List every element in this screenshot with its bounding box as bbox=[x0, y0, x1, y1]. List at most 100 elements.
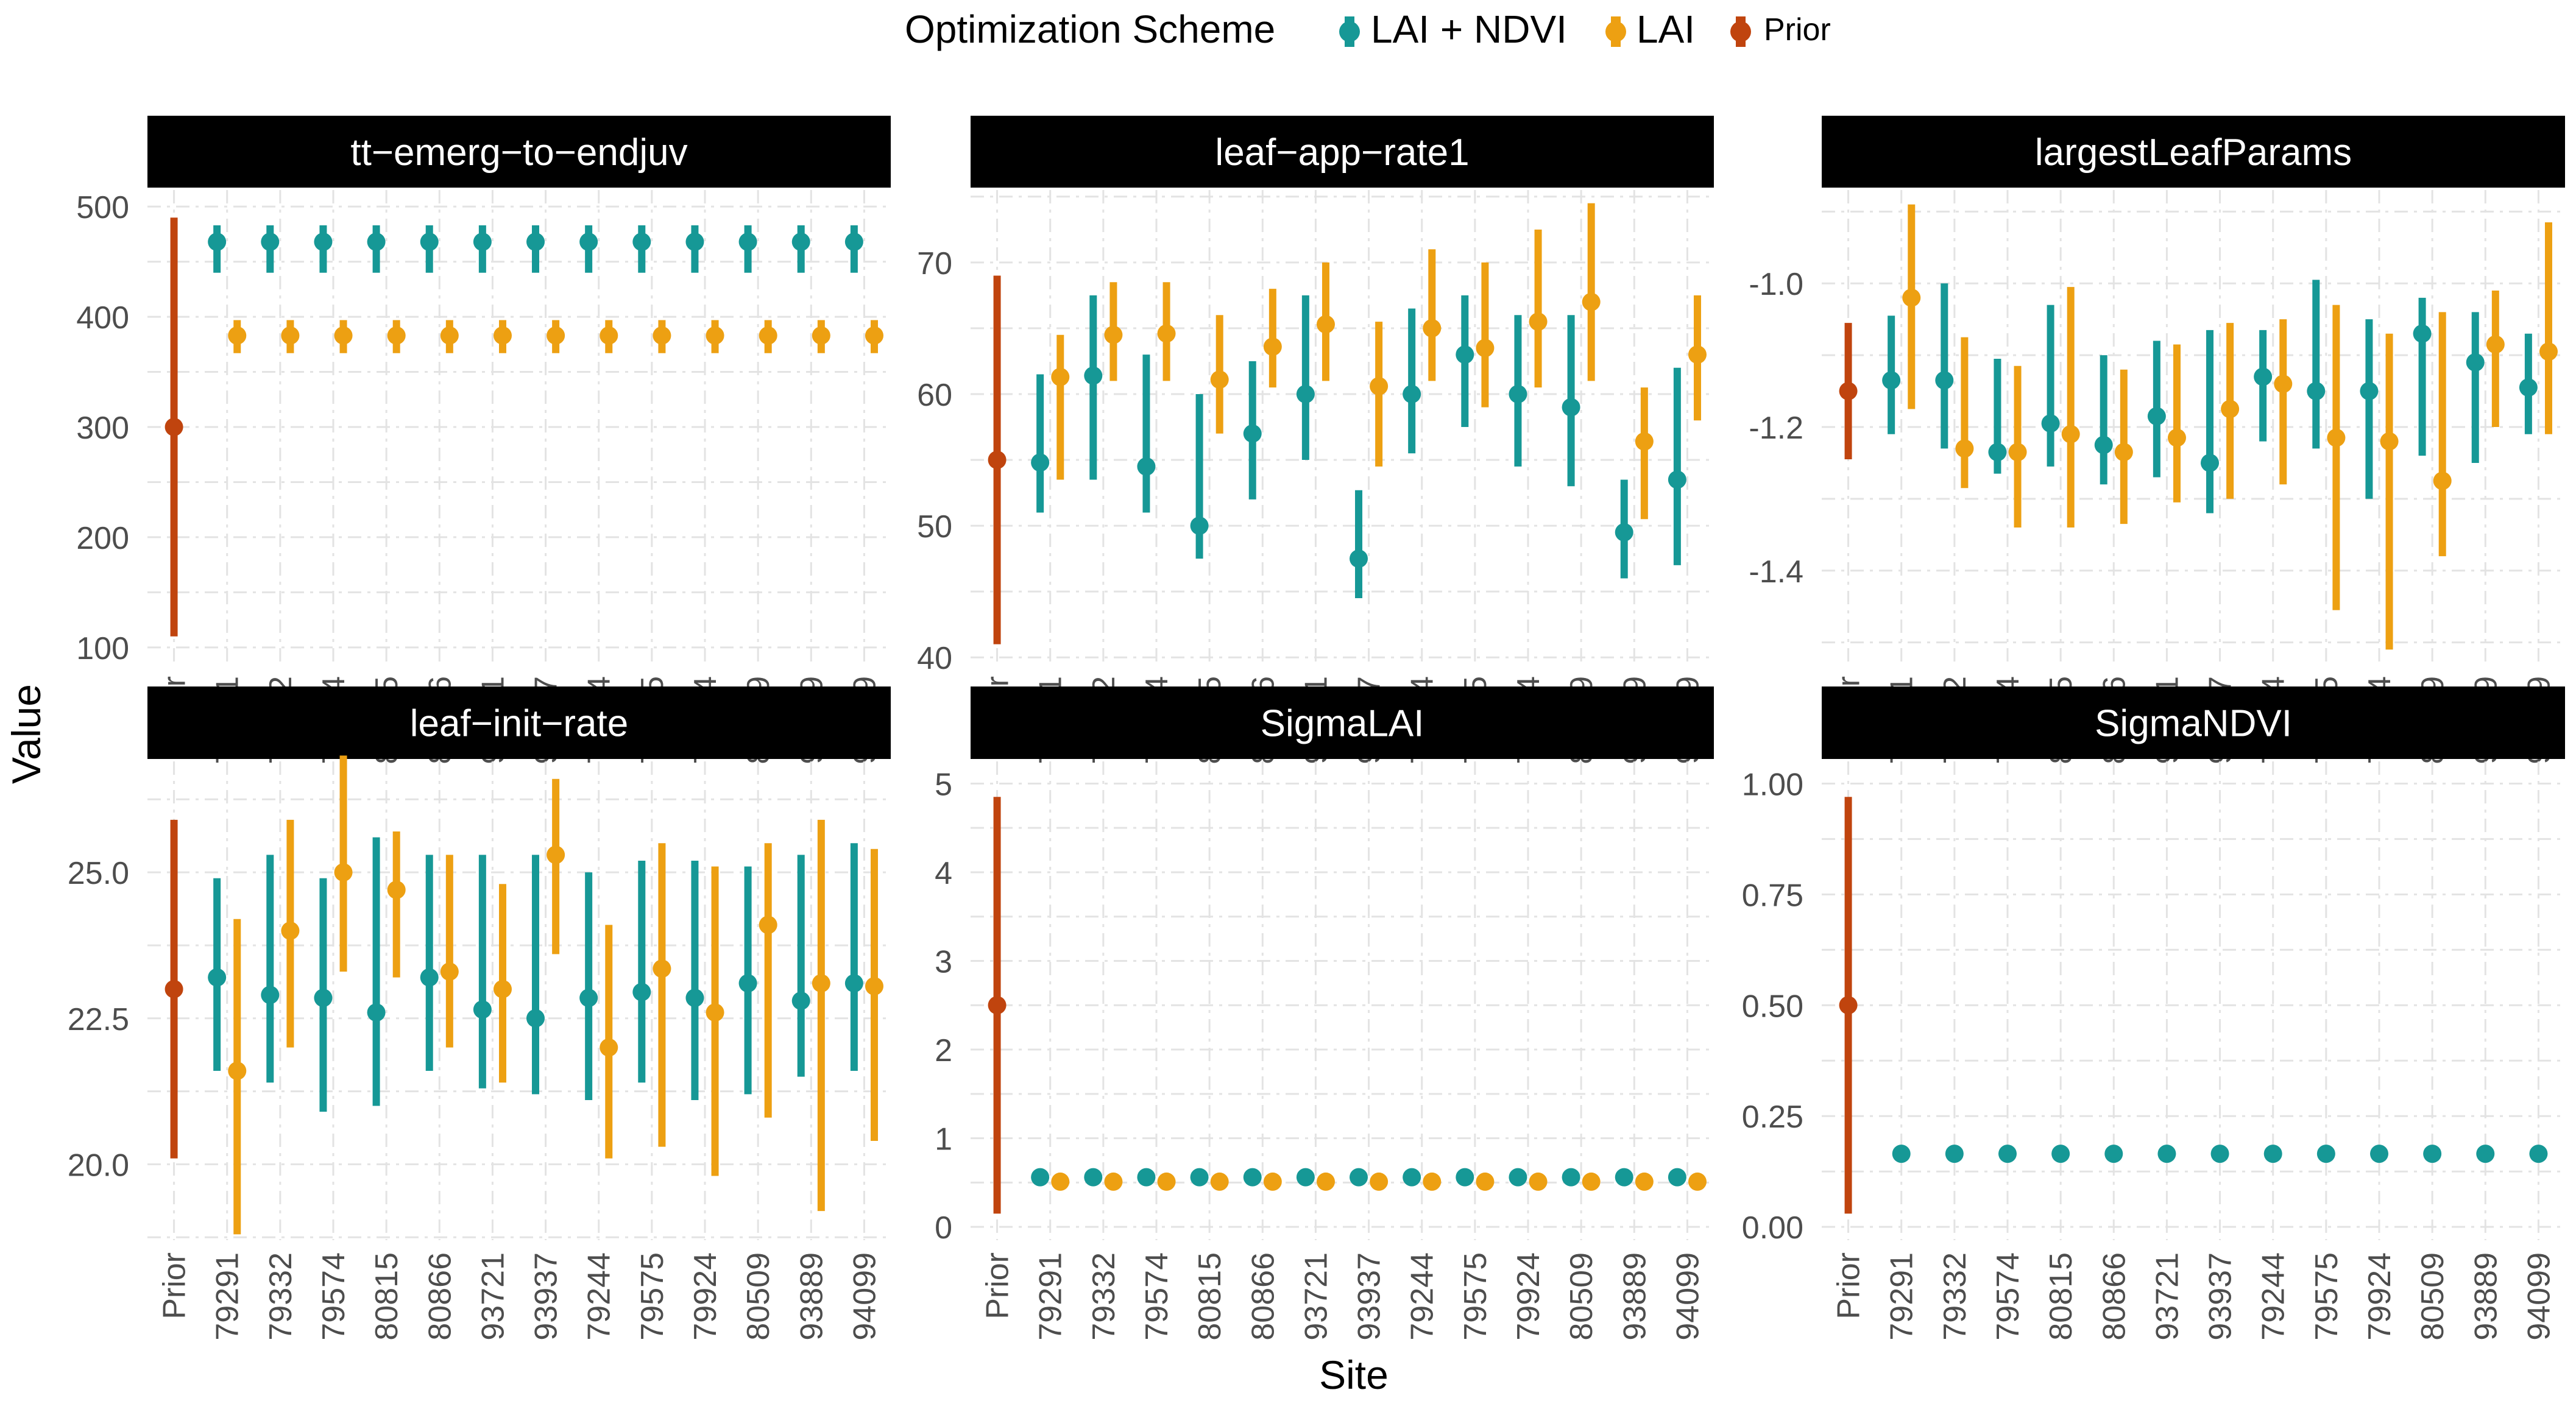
lai-point bbox=[1210, 1172, 1229, 1191]
lai-point bbox=[547, 845, 565, 864]
lai-point bbox=[812, 326, 830, 345]
lai-point bbox=[2274, 375, 2293, 393]
facet-title: SigmaNDVI bbox=[2095, 703, 2292, 745]
prior-point bbox=[988, 996, 1007, 1015]
lai-point bbox=[334, 863, 353, 882]
lai-ndvi-point bbox=[367, 1003, 386, 1022]
x-tick-label: 80866 bbox=[422, 1252, 458, 1341]
x-tick-label: 80866 bbox=[1245, 1252, 1281, 1341]
lai-point bbox=[1104, 1172, 1123, 1191]
x-tick-label: 93889 bbox=[2468, 1252, 2503, 1341]
prior-point bbox=[165, 979, 183, 998]
x-tick-label: 79924 bbox=[1511, 1252, 1546, 1341]
lai-point bbox=[281, 921, 300, 940]
x-tick-label: 80815 bbox=[2043, 1252, 2079, 1341]
legend-key-lai bbox=[1605, 16, 1626, 47]
lai-point bbox=[1370, 377, 1389, 396]
panel-tt-emerg-to-endjuv: tt−emerg−to−endjuv100200300400500Prior79… bbox=[76, 116, 891, 764]
lai-ndvi-point bbox=[1243, 424, 1262, 443]
y-tick-label: 22.5 bbox=[68, 1002, 129, 1037]
prior-point bbox=[1839, 382, 1858, 401]
panels: tt−emerg−to−endjuv100200300400500Prior79… bbox=[68, 116, 2565, 1341]
lai-ndvi-point bbox=[1615, 1168, 1633, 1187]
y-tick-label: 100 bbox=[76, 631, 129, 666]
lai-point bbox=[1423, 1172, 1442, 1191]
lai-ndvi-point bbox=[1403, 1168, 1421, 1187]
lai-point bbox=[1157, 324, 1176, 343]
y-tick-label: 3 bbox=[935, 945, 952, 980]
lai-point bbox=[2114, 443, 2133, 462]
panel-leaf-init-rate: leaf−init−rate 20.0 22.5 25.0 Prior 79291 7933… bbox=[68, 686, 891, 1341]
lai-point bbox=[1316, 315, 1335, 334]
y-tick-label: 400 bbox=[76, 300, 129, 336]
lai-point bbox=[1263, 1172, 1282, 1191]
x-tick-label: 93721 bbox=[1298, 1252, 1334, 1341]
lai-point bbox=[493, 326, 512, 345]
y-tick-label: 200 bbox=[76, 521, 129, 556]
lai-ndvi-point bbox=[632, 983, 651, 1001]
y-tick-label: 1 bbox=[935, 1122, 952, 1157]
y-axis-title: Value bbox=[4, 684, 49, 784]
lai-ndvi-point bbox=[1935, 371, 1954, 390]
lai-ndvi-point bbox=[208, 233, 227, 252]
lai-ndvi-point bbox=[2413, 324, 2432, 343]
x-tick-label: 79332 bbox=[1937, 1252, 1973, 1341]
x-tick-label: 80815 bbox=[369, 1252, 405, 1341]
lai-ndvi-point bbox=[261, 986, 280, 1004]
y-tick-label: 60 bbox=[917, 378, 952, 413]
lai-point bbox=[1582, 292, 1601, 311]
lai-ndvi-point bbox=[526, 233, 545, 252]
x-tick-label: 94099 bbox=[2521, 1252, 2557, 1341]
lai-ndvi-point bbox=[632, 233, 651, 252]
lai-point bbox=[1582, 1172, 1601, 1191]
y-tick-label: 0.50 bbox=[1742, 989, 1803, 1024]
x-tick-label: 80509 bbox=[1564, 1252, 1599, 1341]
lai-ndvi-point bbox=[2370, 1145, 2388, 1163]
lai-ndvi-point bbox=[261, 233, 280, 252]
lai-ndvi-point bbox=[1892, 1145, 1911, 1163]
lai-point bbox=[387, 326, 406, 345]
lai-ndvi-point bbox=[1998, 1145, 2017, 1163]
facet-strip bbox=[147, 116, 891, 188]
x-tick-label: 94099 bbox=[847, 1252, 882, 1341]
x-tick-label: 79575 bbox=[2309, 1252, 2344, 1341]
lai-point bbox=[1688, 345, 1707, 364]
lai-ndvi-point bbox=[2041, 414, 2060, 433]
lai-ndvi-point bbox=[738, 974, 757, 993]
lai-point bbox=[281, 326, 300, 345]
panel-leaf-app-rate1: leaf−app−rate140506070Prior7929179332795… bbox=[917, 116, 1714, 764]
lai-ndvi-point bbox=[1084, 366, 1103, 385]
y-tick-label: 500 bbox=[76, 190, 129, 225]
lai-ndvi-point bbox=[1668, 470, 1686, 489]
lai-ndvi-point bbox=[791, 233, 810, 252]
x-axis-title: Site bbox=[1319, 1352, 1389, 1397]
y-tick-label: -1.2 bbox=[1749, 411, 1803, 446]
x-tick-label: 79332 bbox=[1086, 1252, 1122, 1341]
lai-ndvi-point bbox=[1562, 1168, 1580, 1187]
lai-ndvi-point bbox=[2476, 1145, 2495, 1163]
lai-ndvi-point bbox=[2104, 1145, 2123, 1163]
lai-ndvi-point bbox=[1562, 398, 1580, 417]
lai-ndvi-point bbox=[2147, 407, 2166, 426]
lai-point bbox=[2167, 428, 2186, 447]
x-tick-label: 79291 bbox=[1884, 1252, 1920, 1341]
lai-point bbox=[440, 326, 459, 345]
lai-ndvi-point bbox=[1668, 1168, 1686, 1187]
lai-ndvi-point bbox=[1031, 1168, 1050, 1187]
y-tick-label: 2 bbox=[935, 1033, 952, 1068]
x-tick-label: Prior bbox=[157, 1252, 193, 1319]
y-tick-label: 25.0 bbox=[68, 856, 129, 891]
lai-ndvi-point bbox=[1084, 1168, 1103, 1187]
x-tick-label: 93937 bbox=[1352, 1252, 1387, 1341]
lai-ndvi-point bbox=[738, 233, 757, 252]
facet-strip bbox=[971, 116, 1714, 188]
lai-ndvi-point bbox=[2307, 382, 2326, 401]
lai-ndvi-point bbox=[1509, 384, 1527, 403]
lai-ndvi-point bbox=[844, 233, 863, 252]
lai-ndvi-point bbox=[1190, 1168, 1209, 1187]
panel-sigmandvi: SigmaNDVI 0.00 0.25 0.50 0.75 1.00 Prior 79291 7… bbox=[1742, 686, 2565, 1341]
lai-ndvi-point bbox=[526, 1009, 545, 1028]
x-tick-label: 79291 bbox=[210, 1252, 246, 1341]
legend: Optimization Scheme LAI + NDVI LAI Prior bbox=[905, 7, 1831, 51]
x-tick-label: 93721 bbox=[2150, 1252, 2185, 1341]
